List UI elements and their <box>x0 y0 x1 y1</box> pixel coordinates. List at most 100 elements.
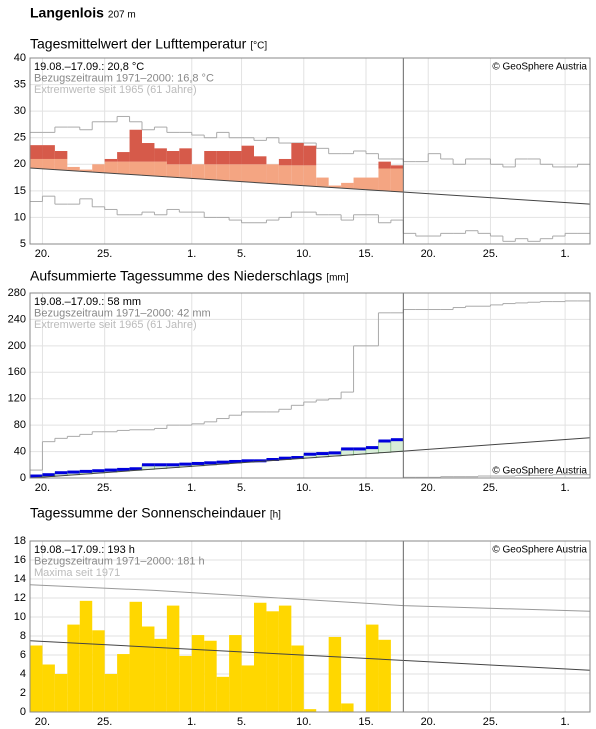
info-line: 19.08.–17.09.: 193 h <box>34 544 135 556</box>
bar-normal-part <box>204 164 217 180</box>
bar-normal-part <box>104 161 118 174</box>
bar-warm-part <box>254 156 267 165</box>
bar-warm-part <box>378 161 391 169</box>
y-tick-label: 40 <box>14 52 26 64</box>
bar <box>278 605 292 712</box>
bar <box>142 626 155 712</box>
y-tick-label: 14 <box>14 573 26 585</box>
bar-normal-part <box>328 185 342 188</box>
bar-warm-part <box>166 151 180 165</box>
bar <box>378 639 391 712</box>
x-tick-label: 5. <box>237 248 246 260</box>
bar-warm-part <box>179 148 192 165</box>
y-tick-label: 15 <box>14 185 26 197</box>
x-tick-label: 25. <box>97 482 112 494</box>
reference-line <box>29 640 591 671</box>
bar-warm-part <box>216 151 230 165</box>
bar-normal-part <box>353 177 366 190</box>
x-tick-label: 25. <box>483 248 498 260</box>
bar-warm-part <box>104 158 118 162</box>
info-line: 19.08.–17.09.: 58 mm <box>34 296 141 308</box>
bar-warm-part <box>291 143 304 166</box>
bar-warm-part <box>390 165 404 169</box>
y-tick-label: 280 <box>8 287 26 299</box>
y-tick-label: 6 <box>20 649 26 661</box>
y-tick-label: 4 <box>20 668 26 680</box>
bar-warm-part <box>278 158 292 166</box>
x-tick-label: 20. <box>35 716 50 728</box>
bar-normal-part <box>291 165 304 186</box>
chart-title: Aufsummierte Tagessumme des Niederschlag… <box>30 268 322 284</box>
x-tick-label: 5. <box>237 482 246 494</box>
y-tick-label: 5 <box>20 238 26 250</box>
x-tick-label: 20. <box>421 716 436 728</box>
bar-warm-part <box>30 145 43 159</box>
x-tick-label: 20. <box>35 482 50 494</box>
credit: © GeoSphere Austria <box>492 545 587 556</box>
bar-normal-part <box>191 164 205 179</box>
bar <box>241 665 254 712</box>
y-tick-label: 25 <box>14 132 26 144</box>
bar-normal-part <box>390 168 404 192</box>
deviation-area <box>390 439 404 452</box>
bar-warm-part <box>42 145 55 159</box>
bar <box>67 624 80 712</box>
x-tick-label: 15. <box>358 248 373 260</box>
bar <box>129 601 142 712</box>
bar-normal-part <box>179 164 192 179</box>
bar <box>92 630 105 712</box>
chart-unit: [mm] <box>326 273 348 284</box>
y-tick-label: 2 <box>20 687 26 699</box>
reference-line <box>29 437 591 479</box>
info-line: Extremwerte seit 1965 (61 Jahre) <box>34 319 197 331</box>
bar <box>266 611 279 712</box>
bar-normal-part <box>266 164 279 184</box>
bar-warm-part <box>142 143 155 162</box>
y-tick-label: 10 <box>14 211 26 223</box>
y-tick-label: 160 <box>8 366 26 378</box>
bar <box>291 645 304 712</box>
station-name: Langenlois <box>30 5 104 21</box>
bar-warm-part <box>204 151 217 165</box>
bar-normal-part <box>92 164 105 173</box>
x-tick-label: 1. <box>561 716 570 728</box>
y-tick-label: 80 <box>14 419 26 431</box>
x-tick-label: 15. <box>358 482 373 494</box>
x-tick-label: 10. <box>296 248 311 260</box>
bar-normal-part <box>241 164 254 183</box>
bar-normal-part <box>30 158 43 169</box>
x-tick-label: 25. <box>483 716 498 728</box>
info-line: Bezugszeitraum 1971–2000: 181 h <box>34 555 205 567</box>
y-tick-label: 20 <box>14 158 26 170</box>
y-tick-label: 16 <box>14 554 26 566</box>
bar <box>42 664 55 712</box>
bar <box>179 655 192 712</box>
bar <box>54 674 68 712</box>
x-tick-label: 15. <box>358 716 373 728</box>
x-tick-label: 1. <box>187 248 196 260</box>
bar-normal-part <box>341 182 354 189</box>
bar <box>117 654 130 712</box>
bar-warm-part <box>303 145 317 166</box>
bar-normal-part <box>67 166 80 171</box>
chart-title: Tagessumme der Sonnenscheindauer <box>30 505 266 521</box>
x-tick-label: 20. <box>35 248 50 260</box>
bar <box>328 636 342 712</box>
bar <box>154 638 167 712</box>
station-elevation: 207 m <box>108 10 136 21</box>
info-line: Maxima seit 1971 <box>34 567 120 579</box>
y-tick-label: 12 <box>14 592 26 604</box>
bar-normal-part <box>316 177 329 187</box>
info-line: 19.08.–17.09.: 20,8 °C <box>34 61 144 73</box>
info-line: Bezugszeitraum 1971–2000: 42 mm <box>34 307 211 319</box>
bar-normal-part <box>254 164 267 183</box>
y-tick-label: 40 <box>14 445 26 457</box>
bar <box>254 602 267 712</box>
bar-normal-part <box>154 161 167 177</box>
bar <box>79 600 93 712</box>
x-tick-label: 25. <box>97 716 112 728</box>
y-tick-label: 35 <box>14 78 26 90</box>
plot-area <box>30 293 590 478</box>
bar-warm-part <box>229 151 242 165</box>
